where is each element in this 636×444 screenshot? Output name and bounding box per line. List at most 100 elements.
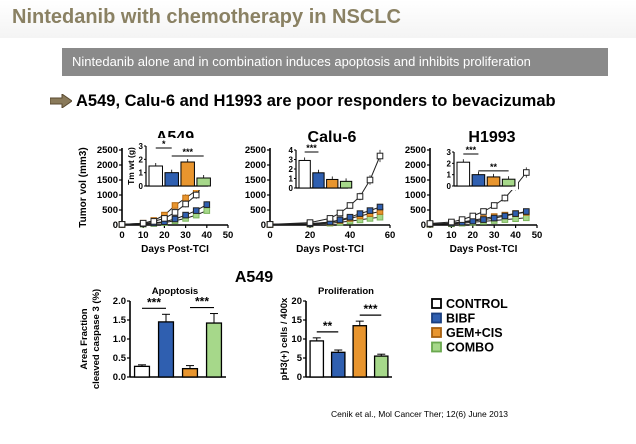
inset-bar bbox=[326, 178, 339, 189]
x-axis-label: Days Post-TCI bbox=[450, 244, 518, 255]
data-point-bibf bbox=[171, 215, 179, 223]
x-tick-label: 0 bbox=[119, 230, 124, 241]
x-tick-label: 50 bbox=[223, 230, 234, 241]
data-point-control bbox=[192, 191, 200, 199]
data-point-control bbox=[182, 200, 189, 208]
headline: A549, Calu-6 and H1993 are poor responde… bbox=[76, 92, 556, 111]
y-tick-label: 20 bbox=[291, 296, 302, 307]
x-tick-label: 50 bbox=[532, 230, 543, 241]
legend-swatch bbox=[431, 312, 442, 324]
chart-title: Apoptosis bbox=[152, 286, 198, 297]
inset-y-tick-label: 0 bbox=[447, 182, 452, 191]
bar bbox=[181, 367, 199, 378]
data-point-control bbox=[171, 209, 179, 216]
x-tick-label: 30 bbox=[180, 230, 191, 241]
y-tick-label: 2500 bbox=[245, 145, 266, 156]
data-point-control bbox=[326, 215, 334, 222]
data-point-control bbox=[118, 221, 126, 228]
chart-title: Calu-6 bbox=[308, 129, 357, 146]
bar bbox=[373, 355, 389, 378]
y-tick-label: 2.0 bbox=[113, 296, 126, 307]
significance-label: *** bbox=[195, 295, 209, 309]
data-point-bibf bbox=[182, 211, 189, 219]
data-point-control bbox=[448, 218, 455, 226]
data-point-bibf bbox=[356, 210, 364, 217]
data-point-bibf bbox=[336, 216, 344, 224]
data-point-control bbox=[469, 212, 477, 220]
y-tick-label: 2000 bbox=[405, 160, 426, 171]
inset-y-tick-label: 0 bbox=[139, 182, 144, 191]
legend-label: COMBO bbox=[446, 341, 494, 355]
inset-bar bbox=[298, 159, 311, 189]
bar bbox=[133, 365, 151, 378]
inset-y-tick-label: 3 bbox=[139, 142, 144, 151]
x-tick-label: 60 bbox=[385, 230, 396, 241]
subtitle-bar: Nintedanib alone and in combination indu… bbox=[62, 48, 608, 76]
inset-y-tick-label: 1 bbox=[447, 171, 452, 180]
inset-bar bbox=[456, 161, 471, 187]
y-tick-label: 500 bbox=[102, 205, 118, 216]
significance-label: *** bbox=[466, 145, 477, 155]
x-tick-label: 0 bbox=[267, 230, 272, 241]
y-axis-label: pH3(+) cells / 400x bbox=[279, 297, 290, 380]
legend-swatch bbox=[431, 341, 442, 353]
legend-label: BIBF bbox=[446, 312, 476, 326]
apoptosis-chart: Apoptosis 0.0 0.5 1.0 1.5 2.0 Area Fraction cle… bbox=[79, 286, 226, 389]
y-tick-label: 2500 bbox=[97, 145, 118, 156]
bar bbox=[309, 340, 325, 378]
data-point-bibf bbox=[203, 201, 211, 208]
section-label: A549 bbox=[235, 269, 273, 286]
y-tick-label: 2500 bbox=[405, 145, 426, 156]
data-point-control bbox=[139, 219, 147, 227]
y-tick-label: 15 bbox=[291, 315, 302, 326]
x-tick-label: 20 bbox=[468, 230, 479, 241]
inset-y-tick-label: 0 bbox=[289, 184, 294, 193]
data-point-control bbox=[306, 219, 314, 226]
x-axis-label: Days Post-TCI bbox=[141, 244, 209, 255]
legend-swatch bbox=[431, 298, 442, 309]
y-tick-label: 0.0 bbox=[113, 372, 126, 383]
legend-label: GEM+CIS bbox=[446, 326, 503, 340]
inset-bar bbox=[148, 165, 163, 187]
bar bbox=[205, 322, 223, 378]
data-point-control bbox=[150, 218, 158, 225]
x-tick-label: 10 bbox=[446, 230, 457, 241]
y-tick-label: 1500 bbox=[245, 175, 266, 186]
data-point-control bbox=[458, 216, 466, 223]
inset-y-tick-label: 2 bbox=[139, 155, 144, 164]
inset-y-tick-label: 3 bbox=[289, 156, 294, 165]
data-point-combo bbox=[203, 207, 211, 214]
chart-title: H1993 bbox=[468, 129, 515, 146]
data-point-control bbox=[523, 169, 530, 176]
y-tick-label: 10 bbox=[291, 334, 302, 345]
y-tick-label: 0 bbox=[421, 220, 426, 231]
data-point-bibf bbox=[192, 207, 200, 214]
x-tick-label: 40 bbox=[510, 230, 521, 241]
inset-y-tick-label: 1 bbox=[289, 175, 294, 184]
inset-bar bbox=[312, 172, 325, 189]
y-tick-label: 0 bbox=[113, 220, 118, 231]
data-point-gem_cis bbox=[171, 202, 179, 209]
inset-bar bbox=[164, 172, 179, 187]
data-point-bibf bbox=[490, 214, 498, 222]
legend-label: CONTROL bbox=[446, 297, 508, 311]
headline-text: A549, Calu-6 and H1993 are poor responde… bbox=[76, 92, 556, 110]
data-point-control bbox=[366, 176, 374, 184]
y-tick-label: 2000 bbox=[97, 160, 118, 171]
x-tick-label: 20 bbox=[159, 230, 170, 241]
inset-y-tick-label: 3 bbox=[447, 148, 452, 157]
data-point-control bbox=[490, 202, 498, 209]
data-point-control bbox=[501, 194, 509, 202]
inset-bar bbox=[501, 178, 516, 187]
inset-bar bbox=[339, 180, 353, 189]
inset-bar bbox=[486, 176, 501, 187]
inset-bar bbox=[471, 174, 486, 187]
arrow-right-icon bbox=[50, 94, 72, 108]
inset-y-tick-label: 1 bbox=[139, 169, 144, 178]
